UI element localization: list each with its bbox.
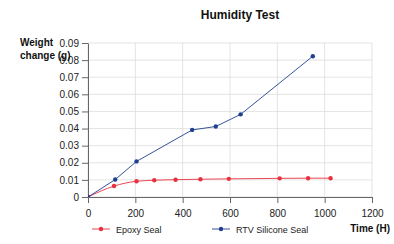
legend: Epoxy Seal RTV Silicone Seal — [92, 225, 308, 235]
tick: 0.01 — [60, 175, 88, 186]
tick-mark — [325, 197, 326, 203]
legend-label: RTV Silicone Seal — [236, 225, 308, 235]
data-point — [134, 179, 138, 183]
data-point — [227, 177, 231, 181]
tick: 0 — [86, 197, 92, 219]
tick-label: 0.05 — [60, 106, 80, 117]
grid-line — [88, 128, 372, 129]
data-point — [134, 159, 138, 163]
tick: 0.09 — [60, 38, 88, 49]
data-point — [311, 54, 315, 58]
tick-mark — [135, 197, 136, 203]
tick-mark — [277, 197, 278, 203]
data-point — [198, 177, 202, 181]
data-point — [278, 176, 282, 180]
series-line — [88, 56, 313, 197]
tick: 800 — [269, 197, 286, 219]
grid-line — [277, 43, 278, 197]
data-point — [214, 124, 218, 128]
tick-mark — [230, 197, 231, 203]
legend-item: RTV Silicone Seal — [212, 225, 308, 235]
data-point — [173, 178, 177, 182]
tick-mark — [82, 146, 88, 147]
data-point — [306, 176, 310, 180]
tick-label: 0.04 — [60, 123, 80, 134]
tick: 0.06 — [60, 89, 88, 100]
tick-mark — [183, 197, 184, 203]
tick-mark — [82, 77, 88, 78]
grid-line — [88, 43, 372, 44]
tick: 0.07 — [60, 72, 88, 83]
tick-label: 0.06 — [60, 89, 80, 100]
tick: 400 — [175, 197, 192, 219]
y-axis-title: Weightchange (g) — [20, 37, 71, 61]
tick-mark — [82, 60, 88, 61]
tick-label: 0.09 — [60, 38, 80, 49]
y-axis: 00.010.020.030.040.050.060.070.080.09 — [60, 38, 89, 203]
grid-line — [88, 77, 372, 78]
tick-mark — [82, 163, 88, 164]
legend-marker — [99, 227, 103, 231]
grid-line — [135, 43, 136, 197]
grid — [88, 43, 372, 197]
axis-line — [88, 44, 89, 198]
tick-label: 1000 — [314, 208, 337, 219]
tick-label: 0.02 — [60, 157, 80, 168]
tick: 1000 — [314, 197, 337, 219]
chart: 0 200 400 600 800 1000 1200 0 0.01 0.02 0.03 0.04 0.… — [0, 0, 394, 244]
tick-mark — [88, 197, 89, 203]
tick-label: 0 — [73, 192, 79, 203]
tick-mark — [82, 43, 88, 44]
data-point — [88, 195, 90, 197]
tick: 0.02 — [60, 157, 88, 168]
tick-mark — [82, 129, 88, 130]
tick: 0 — [73, 192, 88, 203]
legend-item: Epoxy Seal — [92, 225, 162, 235]
grid-line — [182, 43, 183, 197]
tick: 200 — [127, 197, 144, 219]
data-point — [328, 176, 332, 180]
data-point — [152, 178, 156, 182]
plot-area — [88, 54, 333, 197]
grid-line — [324, 43, 325, 197]
data-point — [88, 195, 90, 197]
tick-label: 400 — [175, 208, 192, 219]
tick: 0.05 — [60, 106, 88, 117]
tick-mark — [82, 197, 88, 198]
tick-label: 0 — [86, 208, 92, 219]
grid-line — [88, 162, 372, 163]
series-line — [88, 178, 331, 197]
grid-line — [88, 111, 372, 112]
tick-label: 0.03 — [60, 140, 80, 151]
data-point — [238, 112, 242, 116]
x-axis-title: Time (H) — [350, 223, 390, 234]
tick: 0.03 — [60, 140, 88, 151]
tick-label: 1200 — [361, 208, 384, 219]
data-point — [190, 128, 194, 132]
tick: 0.04 — [60, 123, 88, 134]
tick-label: 0.07 — [60, 72, 80, 83]
grid-line — [88, 94, 372, 95]
tick-label: 200 — [127, 208, 144, 219]
grid-line — [88, 60, 372, 61]
tick-mark — [82, 111, 88, 112]
tick-label: 600 — [222, 208, 239, 219]
tick: 600 — [222, 197, 239, 219]
grid-line — [88, 145, 372, 146]
legend-marker — [219, 227, 223, 231]
x-axis: 0 200 400 600 800 1000 1200 — [86, 197, 384, 219]
tick: 1200 — [361, 197, 384, 219]
tick-mark — [82, 94, 88, 95]
tick-mark — [372, 197, 373, 203]
legend-label: Epoxy Seal — [116, 225, 162, 235]
data-point — [113, 177, 117, 181]
title: Humidity Test — [201, 8, 279, 22]
tick-label: 0.01 — [60, 175, 80, 186]
tick-mark — [82, 180, 88, 181]
grid-line — [88, 43, 89, 197]
grid-line — [372, 43, 373, 197]
tick-label: 800 — [269, 208, 286, 219]
data-point — [112, 184, 116, 188]
